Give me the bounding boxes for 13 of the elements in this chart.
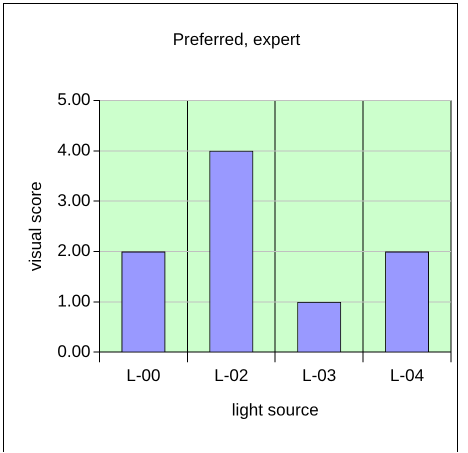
x-tick-label: L-03 — [302, 366, 336, 386]
x-tick-label: L-02 — [214, 366, 248, 386]
chart-title: Preferred, expert — [172, 30, 301, 49]
y-tick-label: 5.00 — [57, 90, 90, 110]
y-tick-label: 3.00 — [57, 190, 90, 210]
y-tick-label: 4.00 — [57, 140, 90, 160]
x-tick-label: L-00 — [126, 366, 160, 386]
y-tick-label: 1.00 — [57, 292, 90, 311]
x-axis-title: light source — [232, 400, 319, 420]
y-tick-label: 0.00 — [57, 342, 90, 361]
y-axis-title: visual score — [26, 181, 45, 272]
x-tick-label: L-04 — [390, 366, 424, 386]
y-tick-label: 2.00 — [57, 241, 90, 260]
